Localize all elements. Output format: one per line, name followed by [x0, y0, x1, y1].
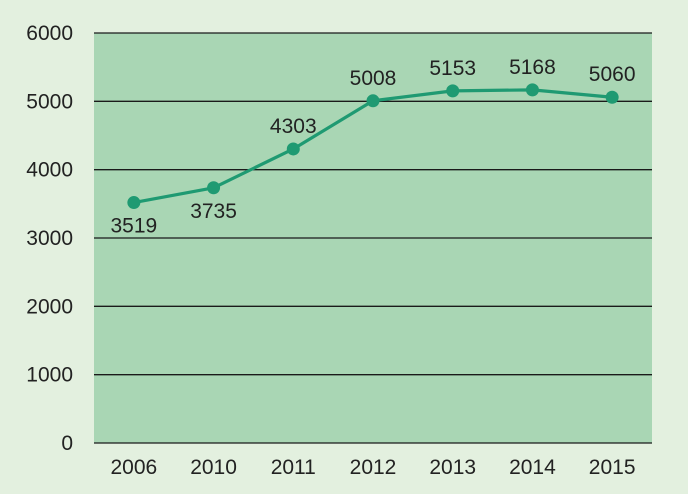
data-point-2014	[525, 83, 539, 97]
x-tick-label: 2010	[190, 456, 237, 479]
data-label-2010: 3735	[190, 200, 237, 223]
data-point-2010	[207, 181, 221, 195]
y-axis-tick-labels: 0 1000 2000 3000 4000 5000 6000	[26, 22, 73, 455]
data-point-2006	[127, 196, 141, 210]
y-tick-label: 2000	[26, 295, 73, 318]
data-point-2012	[366, 94, 380, 108]
x-tick-label: 2013	[429, 456, 476, 479]
x-tick-label: 2012	[350, 456, 397, 479]
data-label-2012: 5008	[350, 67, 397, 90]
y-tick-label: 4000	[26, 159, 73, 182]
y-tick-label: 6000	[26, 22, 73, 45]
series-group	[127, 83, 619, 210]
data-label-2006: 3519	[110, 215, 157, 238]
y-tick-label: 3000	[26, 227, 73, 250]
x-tick-label: 2014	[509, 456, 556, 479]
data-point-2013	[446, 84, 460, 98]
x-tick-label: 2011	[271, 456, 316, 479]
data-label-2015: 5060	[589, 63, 636, 86]
data-point-2011	[286, 142, 300, 156]
data-labels: 3519 3735 4303 5008 5153 5168 5060	[110, 56, 635, 238]
data-point-2015	[605, 90, 619, 104]
x-tick-label: 2006	[110, 456, 157, 479]
data-label-2011: 4303	[270, 115, 317, 138]
y-tick-label: 0	[61, 432, 73, 455]
y-tick-label: 5000	[26, 90, 73, 113]
x-tick-label: 2015	[589, 456, 636, 479]
y-tick-label: 1000	[26, 364, 73, 387]
data-label-2013: 5153	[429, 57, 476, 80]
data-label-2014: 5168	[509, 56, 556, 79]
x-axis-tick-labels: 2006 2010 2011 2012 2013 2014 2015	[110, 456, 635, 479]
